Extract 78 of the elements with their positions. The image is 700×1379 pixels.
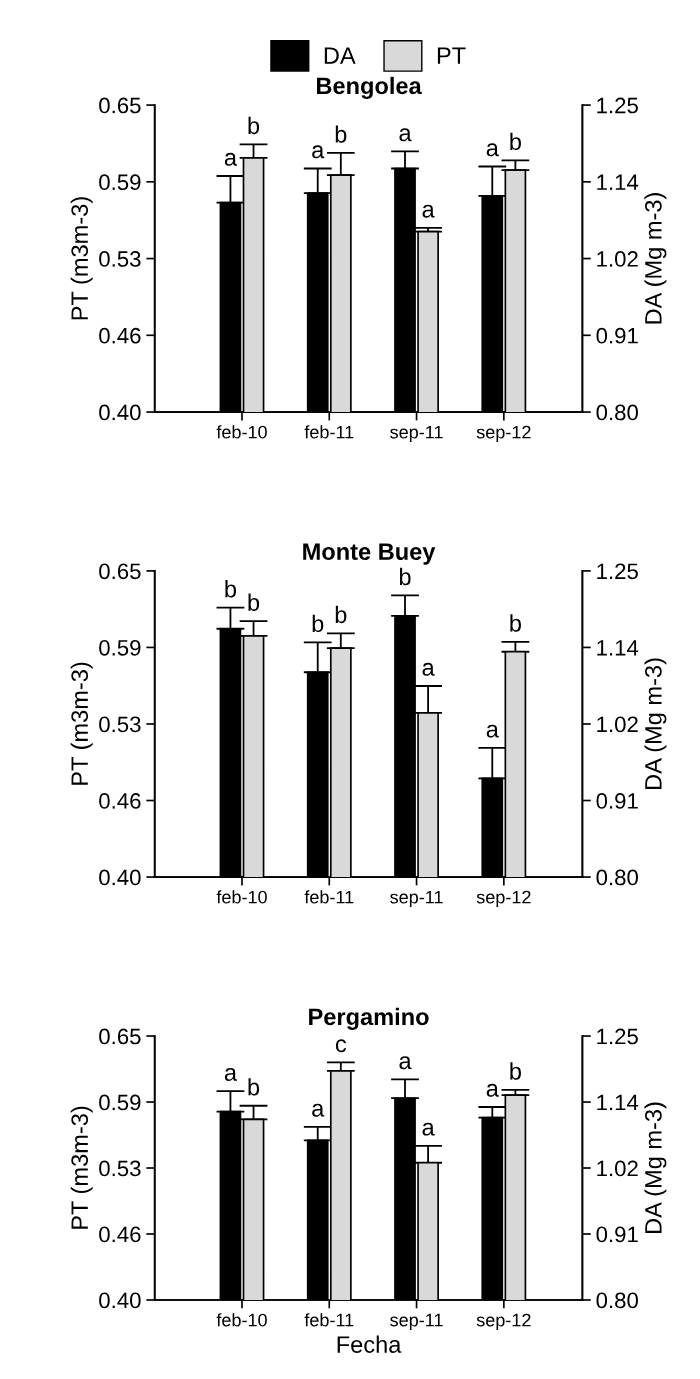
chart-title: Bengolea (317, 76, 422, 99)
data-label: a (422, 1122, 435, 1136)
y2-axis-title: DA (Mg m-3) (644, 658, 667, 789)
y2-tick-label: 0.80 (596, 404, 638, 421)
y2-tick-label: 0.91 (596, 1226, 638, 1243)
data-label: b (248, 116, 260, 135)
data-label: b (399, 567, 411, 586)
y-tick-label: 0.46 (99, 793, 141, 809)
x-tick-label: feb-11 (304, 1313, 354, 1327)
y-tick-label: 0.53 (99, 251, 141, 267)
x-tick-label: sep-12 (476, 425, 531, 443)
data-label: a (399, 128, 412, 142)
y-tick-label: 0.46 (99, 327, 141, 344)
y-tick-label: 0.40 (99, 1292, 141, 1309)
x-tick-label: sep-11 (390, 1313, 443, 1331)
legend-label: DA (324, 47, 356, 64)
y2-tick-label: 0.80 (596, 869, 638, 886)
y2-tick-label: 1.14 (597, 640, 639, 656)
data-label: b (248, 593, 260, 611)
y-tick-label: 0.65 (99, 563, 141, 580)
data-label: c (335, 1039, 347, 1053)
x-tick-label: feb-10 (216, 1313, 267, 1327)
data-label: a (486, 143, 499, 157)
data-label: b (510, 132, 521, 151)
x-tick-label: feb-10 (216, 890, 267, 904)
data-label: b (312, 614, 324, 633)
y2-tick-label: 0.91 (596, 327, 638, 344)
data-label: b (335, 605, 347, 624)
x-tick-label: feb-11 (304, 425, 354, 439)
data-label: b (510, 1062, 521, 1080)
data-label: a (422, 662, 435, 676)
x-axis-title: Fecha (337, 1335, 402, 1353)
y2-tick-label: 1.02 (597, 716, 638, 733)
y2-tick-label: 1.25 (597, 97, 638, 114)
data-label: a (312, 1103, 325, 1117)
data-label: a (312, 145, 325, 159)
y2-tick-label: 0.80 (596, 1292, 638, 1309)
y-tick-label: 0.65 (99, 1028, 141, 1045)
y-tick-label: 0.53 (99, 1160, 141, 1177)
data-label: b (335, 125, 347, 143)
x-tick-label: sep-11 (390, 425, 443, 443)
x-tick-label: sep-12 (476, 890, 531, 908)
data-label: a (224, 152, 238, 166)
y-axis-title: PT (m3m-3) (70, 197, 93, 320)
y2-tick-label: 1.25 (597, 563, 638, 580)
y2-tick-label: 1.02 (597, 251, 638, 267)
data-label: a (224, 1068, 238, 1081)
data-label: b (510, 614, 521, 632)
y-axis-title: PT (m3m-3) (70, 1106, 93, 1229)
legend-label: PT (437, 47, 466, 64)
y2-tick-label: 1.02 (597, 1160, 638, 1177)
data-label: a (422, 204, 435, 218)
y2-tick-label: 1.25 (597, 1028, 638, 1045)
chart-title: Monte Buey (303, 543, 436, 565)
x-tick-label: feb-10 (216, 425, 267, 439)
data-label: b (248, 1078, 260, 1096)
y2-tick-label: 1.14 (597, 1094, 639, 1111)
y2-axis-title: DA (Mg m-3) (644, 1102, 667, 1233)
y-tick-label: 0.40 (99, 404, 141, 421)
data-label: a (486, 1083, 499, 1097)
y-tick-label: 0.59 (99, 174, 141, 191)
y-tick-label: 0.59 (99, 1094, 141, 1111)
y-tick-label: 0.65 (99, 97, 141, 114)
y2-tick-label: 1.14 (597, 174, 639, 190)
y-tick-label: 0.40 (99, 869, 141, 886)
x-tick-label: sep-12 (476, 1313, 531, 1331)
y-tick-label: 0.46 (99, 1226, 141, 1243)
x-tick-label: sep-11 (390, 890, 443, 908)
chart-title: Pergamino (309, 1007, 429, 1030)
data-label: b (225, 580, 237, 598)
y-tick-label: 0.59 (99, 639, 141, 656)
data-label: a (399, 1056, 412, 1070)
x-tick-label: feb-11 (304, 890, 354, 904)
y-axis-title: PT (m3m-3) (70, 662, 93, 785)
data-label: a (486, 724, 499, 738)
y2-tick-label: 0.91 (596, 793, 638, 809)
y2-axis-title: DA (Mg m-3) (644, 193, 667, 324)
y-tick-label: 0.53 (99, 716, 141, 733)
